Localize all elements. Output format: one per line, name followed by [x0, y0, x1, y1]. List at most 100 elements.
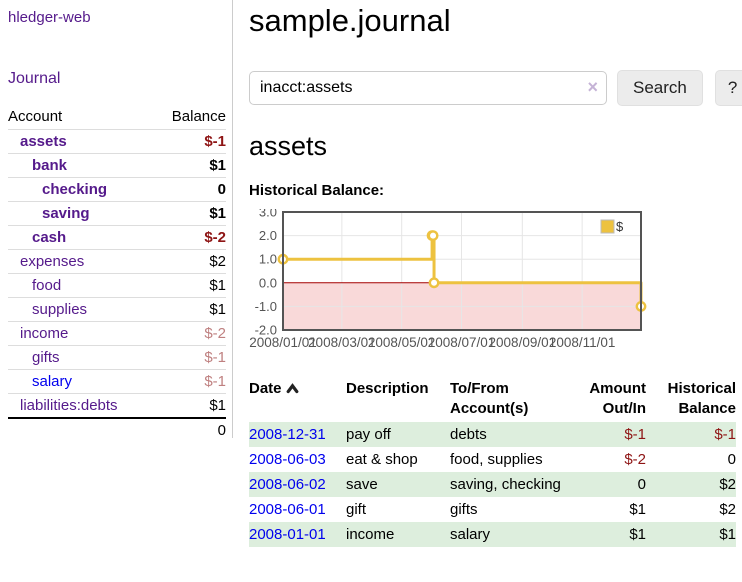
- svg-text:0.0: 0.0: [259, 275, 277, 290]
- transaction-amount: $-2: [624, 451, 646, 468]
- transaction-date-link[interactable]: 2008-06-03: [249, 451, 326, 468]
- transaction-date-cell: 2008-12-31: [249, 422, 346, 447]
- register-row: 2008-06-01 gift gifts $1 $2: [249, 497, 736, 522]
- transaction-description: income: [346, 526, 395, 543]
- page: hledger-web Journal Account Balance asse…: [0, 0, 742, 547]
- account-row: supplies $1: [8, 297, 226, 322]
- transaction-balance: $2: [719, 476, 736, 493]
- transaction-date-cell: 2008-06-01: [249, 497, 346, 522]
- account-name-cell: bank: [8, 153, 154, 178]
- account-balance: $1: [153, 297, 226, 322]
- transaction-description: pay off: [346, 426, 391, 443]
- account-row: food $1: [8, 273, 226, 298]
- account-link[interactable]: supplies: [32, 301, 88, 318]
- transaction-description: eat & shop: [346, 451, 418, 468]
- account-row: expenses $2: [8, 249, 226, 274]
- account-balance: 0: [153, 177, 226, 202]
- transaction-date-cell: 2008-01-01: [249, 522, 346, 547]
- account-link[interactable]: assets: [20, 133, 67, 150]
- transaction-amount: 0: [637, 476, 646, 493]
- account-name-cell: gifts: [8, 345, 154, 370]
- transaction-date-cell: 2008-06-02: [249, 472, 346, 497]
- account-tree-table: Account Balance assets $-1 bank $1 check…: [8, 105, 226, 442]
- transaction-date-link[interactable]: 2008-01-01: [249, 526, 326, 543]
- account-name-cell: liabilities:debts: [8, 393, 154, 418]
- transaction-description: gift: [346, 501, 367, 518]
- account-balance: $-1: [153, 369, 226, 394]
- search-form: × Search ?: [249, 70, 742, 106]
- amount-column-header: Amount Out/In: [589, 380, 646, 417]
- date-column-header[interactable]: Date: [249, 377, 346, 422]
- page-title: sample.journal: [249, 3, 451, 38]
- legend-label: $: [616, 219, 624, 234]
- account-balance: $1: [153, 273, 226, 298]
- register-table: Date Description To/From Account(s) Amou…: [249, 377, 736, 547]
- account-tree-body: assets $-1 bank $1 checking 0 saving $1 …: [8, 129, 226, 418]
- register-row: 2008-12-31 pay off debts $-1 $-1: [249, 422, 736, 447]
- transaction-accounts: debts: [450, 426, 487, 443]
- account-row: income $-2: [8, 321, 226, 346]
- account-link[interactable]: cash: [32, 229, 67, 246]
- transaction-balance: $2: [719, 501, 736, 518]
- search-input-wrap: ×: [249, 71, 607, 105]
- chart-title: Historical Balance:: [249, 182, 385, 199]
- account-name-cell: expenses: [8, 249, 154, 274]
- transaction-balance: 0: [727, 451, 736, 468]
- transaction-description: save: [346, 476, 378, 493]
- svg-text:2008/05/01: 2008/05/01: [368, 335, 436, 350]
- register-row: 2008-01-01 income salary $1 $1: [249, 522, 736, 547]
- accounts-total-value: 0: [153, 417, 226, 442]
- accounts-total-row: 0: [8, 417, 226, 442]
- spacer: [8, 417, 154, 442]
- transaction-accounts: gifts: [450, 501, 478, 518]
- transaction-amount: $1: [629, 501, 646, 518]
- account-name-cell: salary: [8, 369, 154, 394]
- historical-balance-chart: $3.0 2.0 1.0 0.0 -1.0 -2.0 2008/01/01 2008/03/0…: [249, 205, 742, 359]
- account-balance: $1: [153, 393, 226, 418]
- balance-column-header: Balance: [171, 108, 226, 125]
- account-balance: $-1: [153, 345, 226, 370]
- account-link[interactable]: bank: [32, 157, 68, 174]
- svg-text:2008/03/01: 2008/03/01: [308, 335, 376, 350]
- legend-swatch: [600, 219, 615, 234]
- transaction-date-link[interactable]: 2008-06-01: [249, 501, 326, 518]
- account-balance: $-2: [153, 225, 226, 250]
- brand-link[interactable]: hledger-web: [8, 9, 91, 26]
- svg-text:1.0: 1.0: [259, 252, 277, 267]
- help-button[interactable]: ?: [714, 70, 742, 106]
- account-link[interactable]: food: [32, 277, 62, 294]
- svg-text:2008/11/01: 2008/11/01: [549, 335, 616, 350]
- sidebar-item-journal[interactable]: Journal: [8, 70, 61, 87]
- account-name-cell: assets: [8, 129, 154, 154]
- account-link[interactable]: saving: [42, 205, 90, 222]
- main-content: sample.journal × Search ? assets Histori…: [233, 0, 742, 547]
- svg-text:2008/01/01: 2008/01/01: [249, 335, 317, 350]
- transaction-accounts: saving, checking: [450, 476, 561, 493]
- clear-search-icon[interactable]: ×: [587, 77, 598, 97]
- transaction-date-link[interactable]: 2008-06-02: [249, 476, 326, 493]
- account-link[interactable]: gifts: [32, 349, 60, 366]
- account-row: checking 0: [8, 177, 226, 202]
- account-name-cell: cash: [8, 225, 154, 250]
- sidebar: hledger-web Journal Account Balance asse…: [0, 0, 233, 442]
- account-link[interactable]: income: [20, 325, 69, 342]
- transaction-amount: $-1: [624, 426, 646, 443]
- account-balance: $2: [153, 249, 226, 274]
- account-row: salary $-1: [8, 369, 226, 394]
- search-button[interactable]: Search: [617, 70, 703, 106]
- account-link[interactable]: salary: [32, 373, 73, 390]
- account-row: bank $1: [8, 153, 226, 178]
- account-link[interactable]: expenses: [20, 253, 85, 270]
- transaction-date-link[interactable]: 2008-12-31: [249, 426, 326, 443]
- account-link[interactable]: checking: [42, 181, 108, 198]
- transaction-accounts: salary: [450, 526, 491, 543]
- svg-text:2.0: 2.0: [259, 228, 277, 243]
- account-name-cell: food: [8, 273, 154, 298]
- register-row: 2008-06-02 save saving, checking 0 $2: [249, 472, 736, 497]
- register-header-row: Date Description To/From Account(s) Amou…: [249, 377, 736, 422]
- chart-svg: $3.0 2.0 1.0 0.0 -1.0 -2.02008/01/012008/03/0…: [249, 205, 647, 350]
- account-name-cell: saving: [8, 201, 154, 226]
- search-input[interactable]: [249, 71, 607, 105]
- account-link[interactable]: liabilities:debts: [20, 397, 118, 414]
- transaction-balance: $1: [719, 526, 736, 543]
